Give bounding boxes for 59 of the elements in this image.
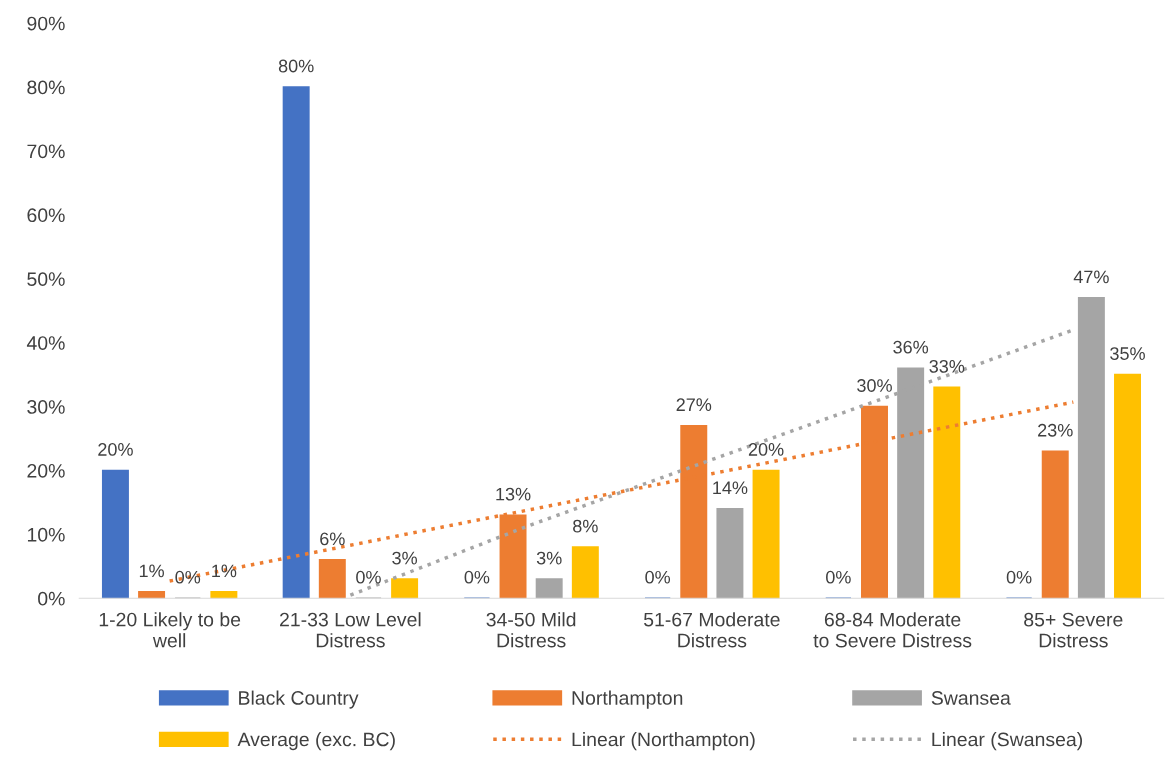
legend-label: Swansea (931, 691, 1011, 705)
data-label: 0% (356, 570, 381, 584)
data-label: 14% (713, 481, 748, 495)
data-label: 35% (1110, 347, 1145, 360)
data-label: 0% (1006, 570, 1032, 584)
data-label: 20% (748, 443, 784, 456)
x-tick-label: 68-84 Moderate to Severe Distress (813, 612, 972, 648)
bar (1077, 297, 1105, 599)
legend-label: Northampton (572, 690, 683, 709)
y-tick-label: 20% (27, 463, 65, 478)
data-label: 27% (676, 398, 712, 412)
data-label: 1% (139, 564, 164, 578)
y-tick-label: 10% (27, 527, 65, 542)
legend-label: Linear (Swansea) (932, 732, 1083, 751)
data-label: 33% (929, 359, 965, 373)
data-label: 80% (278, 59, 314, 73)
bar (318, 559, 346, 599)
data-label: 0% (464, 570, 490, 584)
y-tick-label: 60% (27, 208, 65, 223)
data-label: 3% (392, 551, 418, 565)
data-label: 0% (645, 570, 671, 584)
y-tick-label: 70% (27, 144, 65, 159)
legend-label: Black Country (239, 690, 359, 709)
x-tick-label: 51-67 Moderate Distress (643, 612, 780, 648)
y-tick-label: 30% (27, 400, 65, 414)
legend-label: Linear (Northampton) (572, 732, 755, 751)
bar (101, 469, 129, 599)
x-tick-label: 34-50 Mild Distress (486, 612, 576, 648)
bar (1041, 450, 1069, 599)
data-label: 6% (320, 532, 345, 546)
data-label: 23% (1038, 423, 1073, 437)
data-label: 3% (536, 551, 562, 565)
legend-label: Average (exc. BC) (237, 732, 395, 751)
x-tick-label: 85+ Severe Distress (1024, 612, 1123, 648)
data-label: 47% (1073, 270, 1109, 284)
data-label: 8% (573, 519, 598, 533)
bar (752, 469, 780, 599)
y-tick-label: 40% (26, 336, 65, 350)
bar (933, 386, 961, 599)
y-tick-label: 50% (27, 272, 65, 287)
bar (535, 578, 563, 599)
data-label: 13% (496, 487, 531, 501)
bar (282, 86, 310, 599)
y-tick-label: 90% (27, 16, 65, 31)
bar (138, 591, 166, 599)
data-label: 30% (857, 379, 892, 392)
data-label: 1% (212, 564, 237, 578)
bar (716, 507, 744, 599)
y-tick-label: 80% (27, 80, 65, 95)
x-tick-label: 1-20 Likely to be well (99, 612, 241, 648)
bar (571, 546, 599, 599)
data-label: 0% (826, 570, 851, 584)
bar (1114, 373, 1142, 599)
x-tick-label: 21-33 Low Level Distress (280, 612, 421, 648)
bar (391, 578, 419, 599)
y-tick-label: 0% (38, 591, 65, 606)
data-label: 36% (893, 340, 929, 354)
bar (210, 591, 238, 599)
data-label: 20% (98, 443, 133, 456)
